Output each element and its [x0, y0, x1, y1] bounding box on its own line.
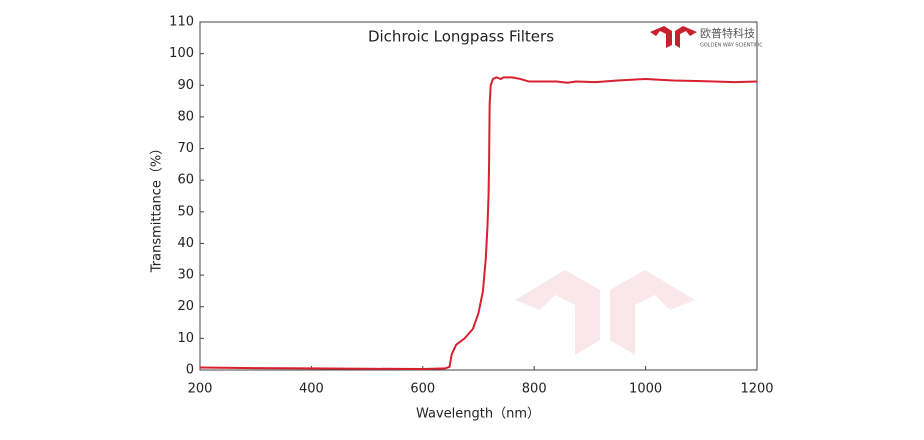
y-tick-label: 90	[177, 78, 194, 93]
watermark	[515, 270, 695, 355]
y-tick-label: 10	[177, 331, 194, 346]
logo-tagline: GOLDEN WAY SCIENTIFIC	[700, 43, 763, 49]
logo: 欧普特科技 GOLDEN WAY SCIENTIFIC	[650, 26, 763, 49]
y-axis-label: Transmittance（%）	[150, 142, 165, 274]
y-tick-label: 20	[177, 299, 194, 314]
plot-frame	[199, 21, 758, 371]
y-tick-label: 110	[169, 15, 194, 30]
x-tick-label: 800	[522, 382, 547, 397]
y-tick-label: 60	[177, 173, 194, 188]
x-axis-label: Wavelength（nm）	[416, 407, 540, 422]
y-tick-label: 80	[177, 109, 194, 124]
x-tick-label: 200	[188, 382, 213, 397]
chart-title: Dichroic Longpass Filters	[368, 28, 554, 46]
y-tick-label: 100	[169, 46, 194, 61]
y-tick-label: 0	[186, 363, 194, 378]
data-line	[199, 76, 758, 371]
x-tick-label: 1200	[740, 382, 773, 397]
x-tick-label: 400	[299, 382, 324, 397]
y-tick-label: 70	[177, 141, 194, 156]
y-tick-label: 40	[177, 236, 194, 251]
y-tick-label: 30	[177, 268, 194, 283]
logo-name: 欧普特科技	[700, 26, 755, 40]
x-tick-label: 600	[410, 382, 435, 397]
y-tick-label: 50	[177, 204, 194, 219]
x-tick-label: 1000	[629, 382, 662, 397]
